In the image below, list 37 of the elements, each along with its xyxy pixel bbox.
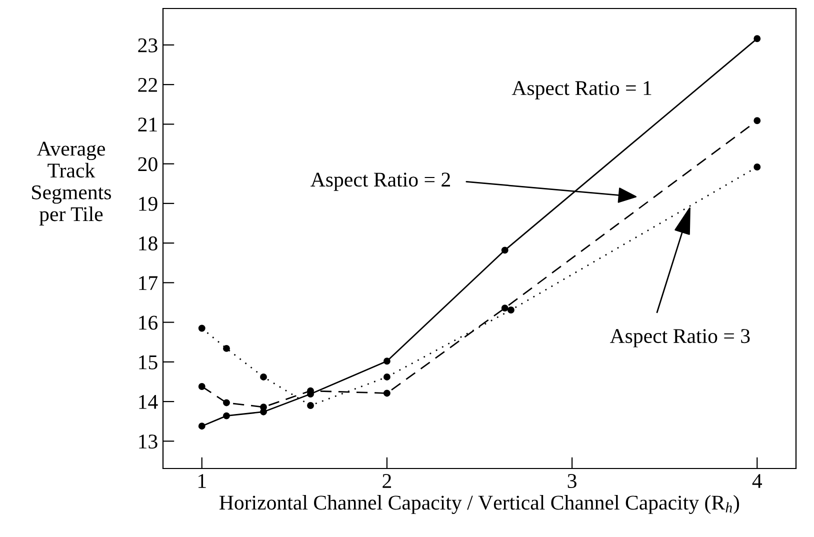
annotation: Aspect Ratio = 3 <box>610 329 750 348</box>
y-tick-label: 17 <box>139 276 158 290</box>
annotation: Aspect Ratio = 2 <box>310 172 450 191</box>
point <box>501 246 508 254</box>
point <box>383 374 390 380</box>
y-tick-label: 21 <box>138 118 157 132</box>
point <box>260 374 267 380</box>
point <box>198 324 206 332</box>
y-tick-label: 14 <box>139 395 158 409</box>
y-tick-label: 18 <box>139 236 158 250</box>
x-axis-title: Horizontal Channel Capacity / Vertical Channel Capacity (R$_{h}$) <box>219 495 740 514</box>
point <box>754 35 761 42</box>
y-tick-label: 13 <box>139 434 158 449</box>
point <box>223 412 230 420</box>
point <box>307 402 314 409</box>
x-tick-label: 2 <box>382 474 392 488</box>
annotation: Aspect Ratio = 1 <box>512 81 652 100</box>
x-tick-label: 1 <box>198 474 206 488</box>
y-tick-label: 16 <box>139 316 158 330</box>
y-tick-label: 15 <box>139 355 158 370</box>
point <box>754 117 761 124</box>
x-tick-label: 3 <box>568 474 576 488</box>
point <box>223 344 230 352</box>
y-tick-label: 22 <box>138 78 157 92</box>
point <box>501 304 508 312</box>
y-tick-label: 19 <box>139 196 158 211</box>
point <box>754 164 761 170</box>
point <box>383 358 390 365</box>
y-tick-label: 20 <box>138 157 158 172</box>
point <box>507 306 514 314</box>
x-tick-label: 4 <box>752 474 762 488</box>
point <box>223 399 230 406</box>
point <box>198 383 206 390</box>
y-axis-title: Average Track Segments per Tile <box>32 142 111 226</box>
y-tick-label: 23 <box>138 38 158 52</box>
point <box>198 422 206 430</box>
point <box>383 390 390 397</box>
